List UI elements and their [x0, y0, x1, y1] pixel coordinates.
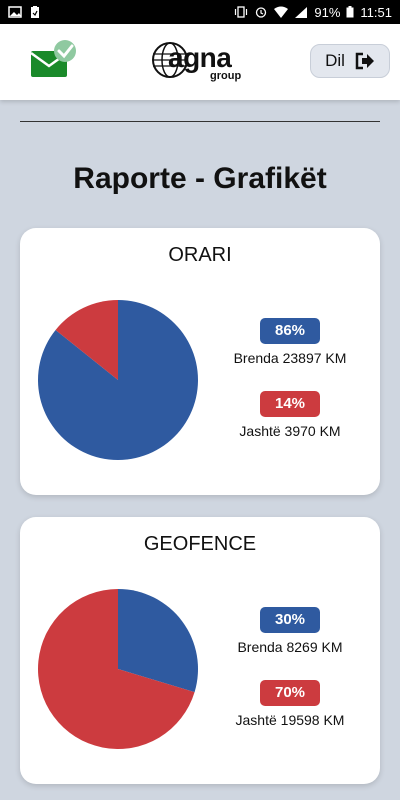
clipboard-notification-icon — [31, 6, 39, 18]
vibrate-icon — [235, 6, 248, 18]
outside-label: Jashtë 19598 KM — [235, 712, 345, 728]
status-left — [8, 6, 42, 18]
clock: 11:51 — [360, 4, 392, 20]
page-title: Raporte - Grafikët — [73, 162, 327, 195]
status-bar: 91% 11:51 — [0, 0, 400, 24]
inside-percent-badge: 86% — [260, 318, 320, 344]
app-header: agna group Dil — [0, 24, 400, 100]
agna-group-logo: agna group — [150, 40, 254, 84]
messages-button[interactable] — [28, 38, 80, 84]
logo-globe-icon — [152, 42, 188, 78]
image-notification-icon — [8, 6, 22, 18]
inside-label: Brenda 23897 KM — [233, 350, 347, 366]
battery-icon — [346, 6, 354, 18]
alarm-icon — [256, 7, 267, 18]
pie-slice-jashtë — [55, 300, 118, 380]
sign-out-icon — [355, 52, 374, 70]
outside-percent-badge: 14% — [260, 391, 320, 417]
outside-percent-badge: 70% — [260, 680, 320, 706]
pie-chart-geofence — [37, 589, 198, 749]
legend-outside: 70% Jashtë 19598 KM — [210, 680, 370, 728]
inside-percent-badge: 30% — [260, 607, 320, 633]
card-title: ORARI — [168, 244, 232, 266]
outside-label: Jashtë 3970 KM — [239, 423, 341, 439]
card-title: GEOFENCE — [143, 533, 257, 555]
logout-button[interactable]: Dil — [310, 44, 390, 78]
inside-label: Brenda 8269 KM — [237, 639, 343, 655]
wifi-icon — [274, 6, 289, 18]
legend-inside: 86% Brenda 23897 KM — [210, 318, 370, 366]
battery-percent: 91% — [314, 4, 341, 20]
legend-inside: 30% Brenda 8269 KM — [210, 607, 370, 655]
pie-slice-brenda — [37, 300, 198, 460]
logo-sub-text: group — [210, 70, 242, 82]
logo-main-text: agna — [168, 42, 232, 73]
report-card-geofence: GEOFENCE 30% Brenda 8269 KM 70% Jashtë 1… — [20, 517, 380, 784]
signal-icon — [295, 7, 308, 18]
legend-outside: 14% Jashtë 3970 KM — [210, 391, 370, 439]
pie-slice-jashtë — [37, 589, 195, 749]
logout-label: Dil — [325, 51, 345, 70]
pie-slice-brenda — [118, 589, 198, 693]
report-card-orari: ORARI 86% Brenda 23897 KM 14% Jashtë 397… — [20, 228, 380, 495]
mail-check-icon — [30, 40, 76, 77]
header-divider — [20, 121, 380, 122]
pie-chart-orari — [37, 300, 198, 460]
status-right: 91% 11:51 — [234, 5, 392, 20]
